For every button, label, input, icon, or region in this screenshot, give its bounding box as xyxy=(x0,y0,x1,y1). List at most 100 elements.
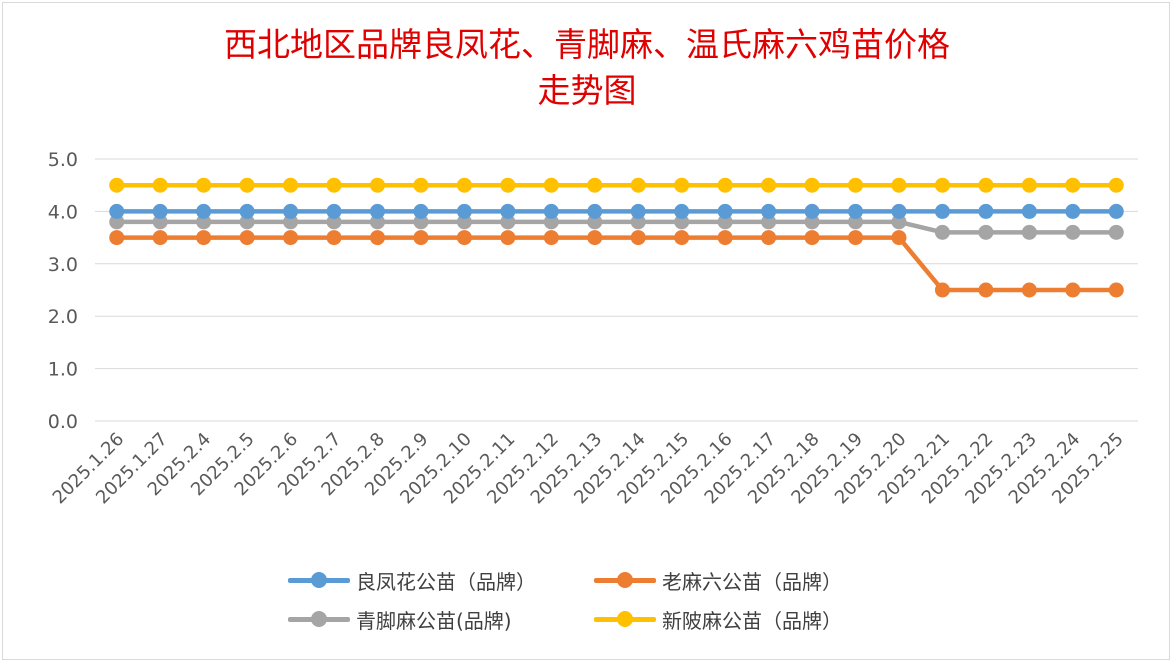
series-0-point-11 xyxy=(587,203,603,219)
series-0-point-13 xyxy=(674,203,690,219)
series-0-point-10 xyxy=(543,203,559,219)
series-0-point-16 xyxy=(804,203,820,219)
series-2-point-19 xyxy=(934,224,950,240)
series-1-point-22 xyxy=(1065,282,1081,298)
legend-swatch-xinbeima xyxy=(594,601,656,637)
y-tick-label-3: 3.0 xyxy=(48,254,78,276)
series-3-point-16 xyxy=(804,177,820,193)
series-0-point-23 xyxy=(1108,203,1124,219)
legend-item-qingjiaoma: 青脚麻公苗(品牌) xyxy=(288,601,512,637)
series-3-point-13 xyxy=(674,177,690,193)
series-1-point-17 xyxy=(848,230,864,246)
series-2-point-0 xyxy=(109,214,125,230)
series-2-point-20 xyxy=(978,224,994,240)
series-2-point-18 xyxy=(891,214,907,230)
y-axis-ticks: 0.0 1.0 2.0 3.0 4.0 5.0 xyxy=(48,149,78,433)
series-1-point-21 xyxy=(1021,282,1037,298)
series-0 xyxy=(109,203,1124,219)
series-3-point-14 xyxy=(717,177,733,193)
series-2-point-1 xyxy=(152,214,168,230)
series-2-point-13 xyxy=(674,214,690,230)
series-2-line xyxy=(114,219,1119,235)
series-1-point-7 xyxy=(413,230,429,246)
series-0-point-0 xyxy=(109,203,125,219)
chart-title-line-1: 西北地区品牌良凤花、青脚麻、温氏麻六鸡苗价格 xyxy=(224,25,950,64)
legend-label-liangfenghua: 良凤花公苗（品牌） xyxy=(356,569,536,594)
legend-swatch-qingjiaoma xyxy=(288,601,350,637)
series-0-point-21 xyxy=(1021,203,1037,219)
series-1 xyxy=(109,230,1124,298)
series-2-point-16 xyxy=(804,214,820,230)
series-1-point-23 xyxy=(1108,282,1124,298)
series-1-point-10 xyxy=(543,230,559,246)
chart-title-line-2: 走势图 xyxy=(537,71,637,110)
series-3-point-4 xyxy=(283,177,299,193)
series-2-point-4 xyxy=(283,214,299,230)
series-3-point-8 xyxy=(456,177,472,193)
series-3-point-7 xyxy=(413,177,429,193)
series-2-point-3 xyxy=(239,214,255,230)
series-1-point-0 xyxy=(109,230,125,246)
series-2-point-6 xyxy=(369,214,385,230)
series-1-point-2 xyxy=(196,230,212,246)
series-0-point-12 xyxy=(630,203,646,219)
legend-item-xinbeima: 新陂麻公苗（品牌） xyxy=(594,601,842,637)
series-1-point-13 xyxy=(674,230,690,246)
series-3-point-19 xyxy=(934,177,950,193)
legend-label-xinbeima: 新陂麻公苗（品牌） xyxy=(662,608,842,633)
series-3-point-10 xyxy=(543,177,559,193)
series-3-point-0 xyxy=(109,177,125,193)
y-tick-label-0: 0.0 xyxy=(48,411,78,433)
series-0-point-9 xyxy=(500,203,516,219)
y-tick-label-4: 4.0 xyxy=(48,201,78,223)
series-3-point-3 xyxy=(239,177,255,193)
series-1-point-6 xyxy=(369,230,385,246)
series-3-point-15 xyxy=(761,177,777,193)
series-0-point-6 xyxy=(369,203,385,219)
series-1-point-14 xyxy=(717,230,733,246)
series-0-point-2 xyxy=(196,203,212,219)
series-2 xyxy=(109,214,1124,240)
series-0-point-1 xyxy=(152,203,168,219)
series-1-point-5 xyxy=(326,230,342,246)
series-1-point-18 xyxy=(891,230,907,246)
series-2-point-14 xyxy=(717,214,733,230)
series-2-point-10 xyxy=(543,214,559,230)
series-0-point-19 xyxy=(934,203,950,219)
series-1-point-20 xyxy=(978,282,994,298)
series-3-point-18 xyxy=(891,177,907,193)
series-3-point-6 xyxy=(369,177,385,193)
y-tick-label-5: 5.0 xyxy=(48,149,78,171)
series-0-point-14 xyxy=(717,203,733,219)
series-2-point-2 xyxy=(196,214,212,230)
chart-title: 西北地区品牌良凤花、青脚麻、温氏麻六鸡苗价格 走势图 xyxy=(0,22,1174,114)
series-2-point-7 xyxy=(413,214,429,230)
series-2-point-11 xyxy=(587,214,603,230)
series-0-point-17 xyxy=(848,203,864,219)
series-2-point-17 xyxy=(848,214,864,230)
legend-swatch-liangfenghua xyxy=(288,562,350,598)
series-3-point-22 xyxy=(1065,177,1081,193)
series-3-point-12 xyxy=(630,177,646,193)
series-2-point-23 xyxy=(1108,224,1124,240)
series-0-point-4 xyxy=(283,203,299,219)
x-axis-ticks: 2025.1.262025.1.272025.2.42025.2.52025.2… xyxy=(49,429,1128,509)
series-3-point-17 xyxy=(848,177,864,193)
series-0-point-15 xyxy=(761,203,777,219)
series-3-point-9 xyxy=(500,177,516,193)
series-3-point-2 xyxy=(196,177,212,193)
series-0-point-20 xyxy=(978,203,994,219)
series-1-point-11 xyxy=(587,230,603,246)
series-0-point-18 xyxy=(891,203,907,219)
legend-label-qingjiaoma: 青脚麻公苗(品牌) xyxy=(356,608,512,633)
y-tick-label-2: 2.0 xyxy=(48,306,78,328)
series-2-point-22 xyxy=(1065,224,1081,240)
series-1-point-8 xyxy=(456,230,472,246)
series-3-point-11 xyxy=(587,177,603,193)
series-2-point-9 xyxy=(500,214,516,230)
series-3-point-21 xyxy=(1021,177,1037,193)
series-3-point-1 xyxy=(152,177,168,193)
legend-swatch-laomaliu xyxy=(594,562,656,598)
series-0-point-7 xyxy=(413,203,429,219)
